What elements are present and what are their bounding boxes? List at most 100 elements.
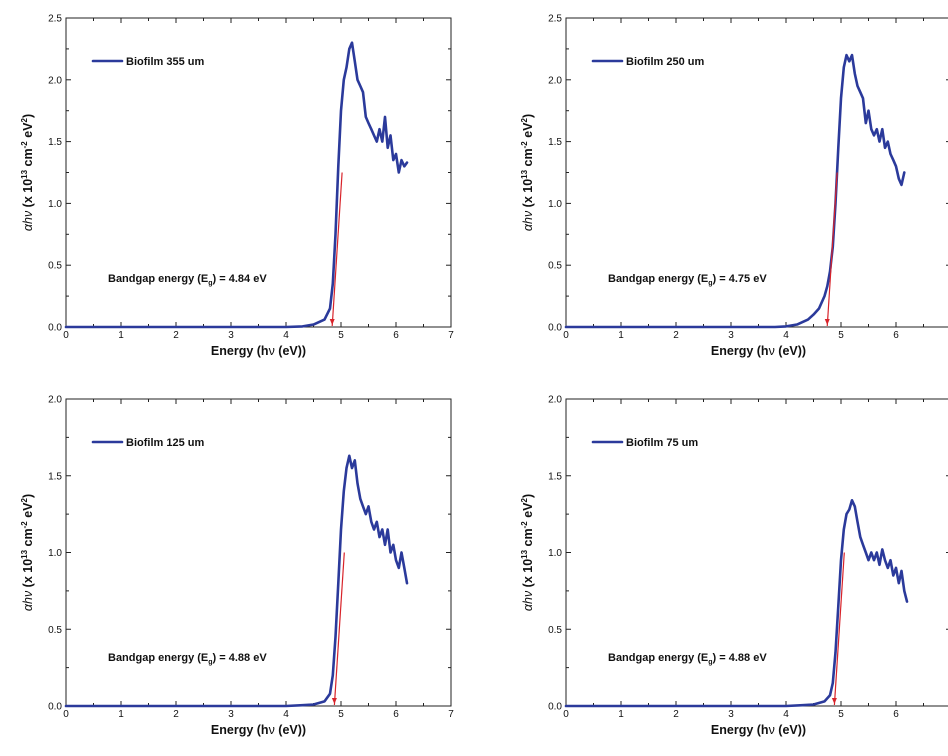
label-part: -2 (20, 521, 29, 529)
label-part: (x 10 (21, 559, 35, 591)
series-line (564, 499, 909, 708)
x-axis-title: Energy (hν (eV)) (711, 344, 806, 358)
x-tick-label: 2 (173, 330, 179, 341)
x-axis-title: Energy (hν (eV)) (211, 344, 306, 358)
label-part: (x 10 (521, 179, 535, 211)
chart-panel-3: 0 1 2 3 4 5 6 7 0.0 0.5 1.0 1.5 2.0 Biofilm 125 um Ban… (20, 395, 454, 738)
x-tick-label: 4 (783, 709, 789, 720)
legend-label: Biofilm 250 um (626, 56, 704, 68)
x-tick-label: 5 (838, 330, 844, 341)
legend-label: Biofilm 125 um (126, 437, 204, 449)
legend-label: Biofilm 355 um (126, 56, 204, 68)
bandgap-fit-line (826, 172, 838, 327)
label-part: 13 (20, 549, 29, 558)
label-part: g (708, 280, 712, 287)
label-part: ) (521, 494, 535, 498)
label-part: ) (21, 114, 35, 118)
label-part: Bandgap energy (E (608, 273, 708, 285)
label-part: -2 (520, 141, 529, 149)
label-part: ν (269, 344, 275, 358)
series-line (564, 53, 906, 329)
bandgap-arrow-icon (329, 319, 335, 325)
label-part: 2 (20, 117, 29, 122)
y-tick-label: 0.0 (548, 702, 562, 713)
y-tick-label: 1.5 (48, 137, 62, 148)
x-tick-label: 5 (338, 709, 344, 720)
bandgap-arrow-icon (824, 319, 830, 325)
x-tick-label: 1 (118, 709, 124, 720)
label-part: Energy (h (711, 723, 769, 737)
x-tick-label: 2 (673, 330, 679, 341)
label-part: ) = 4.88 eV (213, 652, 268, 664)
x-axis-title: Energy (hν (eV)) (711, 723, 806, 737)
y-tick-label: 1.0 (48, 199, 62, 210)
x-tick-label: 4 (783, 330, 789, 341)
bandgap-annotation: Bandgap energy (Eg) = 4.88 eV (108, 652, 267, 666)
label-part: αhν (21, 590, 35, 611)
bandgap-annotation: Bandgap energy (Eg) = 4.84 eV (108, 273, 267, 287)
series-line (64, 454, 409, 708)
label-part: 2 (520, 497, 529, 502)
label-part: ) = 4.84 eV (213, 273, 268, 285)
label-part: Bandgap energy (E (108, 652, 208, 664)
x-tick-label: 3 (228, 330, 234, 341)
label-part: Energy (h (211, 344, 269, 358)
label-part: eV (521, 502, 535, 521)
y-tick-label: 2.5 (48, 14, 62, 25)
label-part: ν (769, 723, 775, 737)
y-tick-label: 0.5 (48, 625, 62, 636)
label-part: ) = 4.88 eV (713, 652, 768, 664)
bandgap-fit-line (833, 552, 845, 706)
label-part: ν (269, 723, 275, 737)
y-tick-label: 1.5 (48, 471, 62, 482)
label-part: 13 (520, 169, 529, 178)
y-tick-label: 0.5 (548, 625, 562, 636)
y-tick-label: 2.0 (548, 75, 562, 86)
x-tick-label: 4 (283, 709, 289, 720)
label-part: ν (769, 344, 775, 358)
label-part: eV (521, 122, 535, 141)
y-tick-label: 2.0 (48, 75, 62, 86)
x-tick-label: 3 (728, 330, 734, 341)
y-tick-label: 2.5 (548, 14, 562, 25)
label-part: eV (21, 122, 35, 141)
label-part: Energy (h (211, 723, 269, 737)
label-part: (x 10 (521, 559, 535, 591)
y-tick-label: 0.0 (48, 323, 62, 334)
x-tick-label: 3 (728, 709, 734, 720)
label-part: g (208, 280, 212, 287)
label-part: 2 (20, 497, 29, 502)
y-axis-title: αhν (x 1013 cm-2 eV2) (20, 494, 35, 611)
label-part: (eV)) (275, 344, 306, 358)
x-tick-label: 1 (618, 330, 624, 341)
x-tick-label: 4 (283, 330, 289, 341)
bandgap-arrow-icon (331, 698, 337, 704)
label-part: αhν (521, 210, 535, 231)
y-axis-title: αhν (x 1013 cm-2 eV2) (520, 114, 535, 231)
label-part: -2 (520, 521, 529, 529)
label-part: 13 (20, 169, 29, 178)
x-axis-title: Energy (hν (eV)) (211, 723, 306, 737)
label-part: Bandgap energy (E (108, 273, 208, 285)
label-part: (eV)) (275, 723, 306, 737)
series-line (64, 41, 409, 329)
x-tick-label: 3 (228, 709, 234, 720)
label-part: 2 (520, 117, 529, 122)
y-tick-label: 2.0 (548, 395, 562, 406)
y-tick-label: 0.0 (548, 323, 562, 334)
x-tick-label: 6 (893, 709, 899, 720)
label-part: αhν (21, 210, 35, 231)
label-part: ) = 4.75 eV (713, 273, 768, 285)
legend-label: Biofilm 75 um (626, 437, 698, 449)
bandgap-annotation: Bandgap energy (Eg) = 4.75 eV (608, 273, 767, 287)
label-part: (x 10 (21, 179, 35, 211)
x-tick-label: 2 (673, 709, 679, 720)
y-tick-label: 1.0 (548, 548, 562, 559)
label-part: αhν (521, 590, 535, 611)
bandgap-fit-line (331, 172, 343, 327)
y-axis-title: αhν (x 1013 cm-2 eV2) (20, 114, 35, 231)
y-tick-label: 1.5 (548, 471, 562, 482)
label-part: g (708, 659, 712, 666)
